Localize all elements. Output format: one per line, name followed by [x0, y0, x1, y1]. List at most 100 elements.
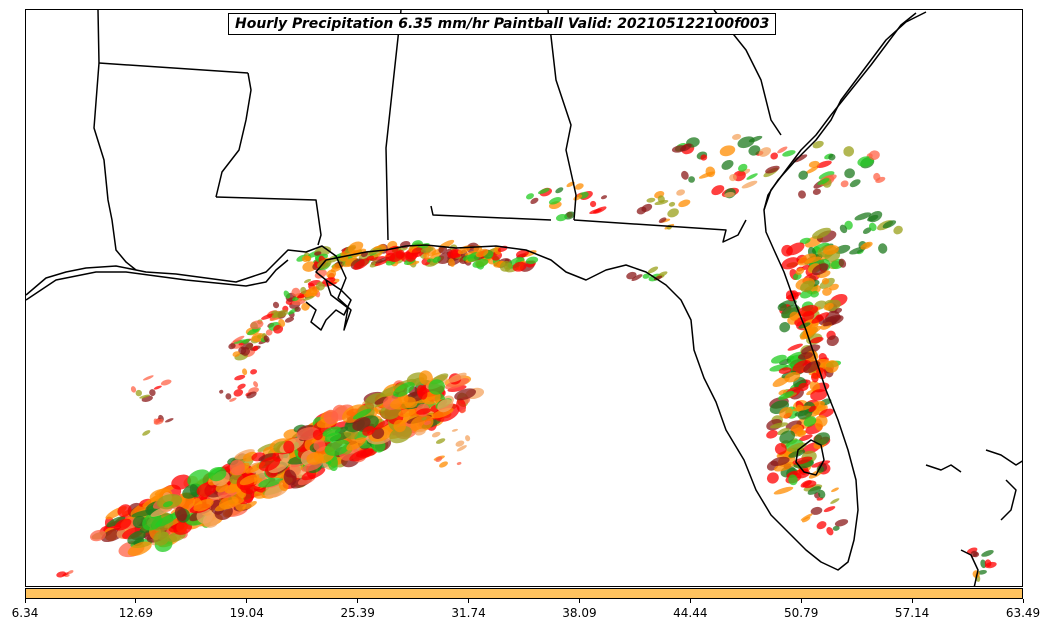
precip-blob	[258, 476, 284, 488]
precip-blob	[816, 521, 827, 530]
precip-blob	[189, 484, 200, 498]
precip-blob	[766, 472, 779, 484]
colorbar-tick-label: 31.74	[451, 606, 486, 620]
precip-blob	[809, 380, 820, 392]
precip-blob	[233, 389, 244, 397]
precip-blob	[600, 195, 608, 200]
precip-blob	[721, 159, 734, 170]
state-border-georgia-florida	[573, 219, 747, 243]
precip-blob	[249, 320, 264, 330]
precip-blob	[970, 550, 978, 558]
precip-blob	[153, 385, 162, 390]
precip-blob	[862, 227, 872, 235]
precip-blob	[512, 261, 527, 272]
precip-blob	[770, 456, 790, 467]
precip-blob	[89, 529, 107, 542]
colorbar-tick-label: 25.39	[340, 606, 375, 620]
precip-blob	[393, 382, 415, 397]
precip-blob	[832, 525, 840, 531]
map-title: Hourly Precipitation 6.35 mm/hr Paintbal…	[228, 13, 777, 35]
precip-blob	[770, 152, 779, 160]
precip-blob	[807, 486, 822, 495]
state-border-texas-louisiana	[93, 10, 137, 271]
precip-blob	[803, 360, 821, 374]
precip-blob	[824, 360, 839, 373]
precip-blob	[135, 389, 142, 397]
precip-blob	[977, 569, 987, 575]
precip-blob	[779, 322, 791, 333]
precip-blob	[778, 390, 794, 401]
precip-blob	[419, 370, 433, 386]
precip-blob	[838, 258, 847, 268]
precip-blob	[283, 469, 297, 486]
precip-blob	[432, 256, 441, 263]
precip-blob	[823, 302, 834, 311]
precip-blob	[173, 521, 193, 535]
colorbar-tick-label: 57.14	[894, 606, 930, 620]
precip-blob	[530, 197, 539, 205]
precip-blob	[155, 513, 178, 527]
precip-blob	[324, 439, 351, 456]
colorbar-tick-mark	[911, 599, 913, 603]
precip-blob	[981, 550, 994, 557]
precip-blob	[779, 407, 793, 419]
island-eleuthera	[925, 464, 962, 473]
precip-blob	[171, 474, 192, 490]
precip-blob	[525, 193, 535, 200]
precip-blob	[438, 245, 448, 254]
precip-blob	[322, 426, 341, 437]
precip-blob	[465, 435, 471, 442]
precip-blob	[812, 227, 831, 239]
precip-blob	[374, 396, 389, 405]
precip-blob	[765, 165, 780, 174]
precip-blob	[984, 559, 992, 567]
precip-blob	[312, 429, 323, 441]
precip-blob	[589, 200, 597, 208]
precip-blob	[800, 513, 813, 521]
precip-blob	[503, 262, 513, 270]
precip-blob	[797, 352, 814, 360]
precip-blob	[362, 426, 375, 436]
precip-blob	[873, 172, 881, 181]
precip-blob	[816, 160, 832, 168]
precip-blob	[283, 440, 295, 454]
precip-blob	[834, 519, 849, 527]
precip-blob	[67, 570, 74, 575]
precip-blob	[893, 225, 903, 235]
precip-blob	[460, 409, 466, 414]
precip-blob	[234, 449, 255, 460]
state-border-alabama-georgia	[547, 10, 577, 221]
precip-blob	[353, 258, 370, 270]
colorbar-tick-mark	[468, 599, 470, 603]
precip-blob	[130, 386, 137, 393]
precip-blob	[806, 389, 817, 396]
precip-blob	[389, 425, 412, 444]
state-border-louisiana-arkansas	[98, 62, 249, 74]
precip-blob	[822, 287, 832, 296]
precip-blob	[316, 281, 325, 291]
precip-blob	[421, 417, 427, 421]
precip-blob	[814, 418, 823, 431]
precip-blob	[555, 213, 568, 222]
precip-blob	[818, 489, 826, 499]
precip-blob	[793, 468, 810, 479]
precip-blob	[787, 343, 803, 351]
precip-blob	[800, 289, 813, 299]
precip-blob	[823, 245, 839, 255]
precip-blob	[114, 518, 132, 531]
precip-blob	[291, 287, 301, 297]
precip-blob	[284, 316, 295, 323]
precip-blob	[272, 301, 280, 309]
precip-blob	[794, 410, 809, 417]
precip-blob	[525, 256, 539, 265]
coastline-gulf	[26, 12, 917, 571]
state-border-alabama-florida	[430, 205, 552, 221]
precip-blob	[741, 180, 758, 189]
precip-blob	[789, 311, 799, 321]
precip-blob	[808, 160, 820, 168]
precip-blob	[813, 432, 831, 446]
precip-blob	[456, 462, 462, 465]
precip-blob	[431, 431, 441, 438]
precip-blob	[229, 459, 245, 476]
precip-blob	[810, 389, 828, 401]
